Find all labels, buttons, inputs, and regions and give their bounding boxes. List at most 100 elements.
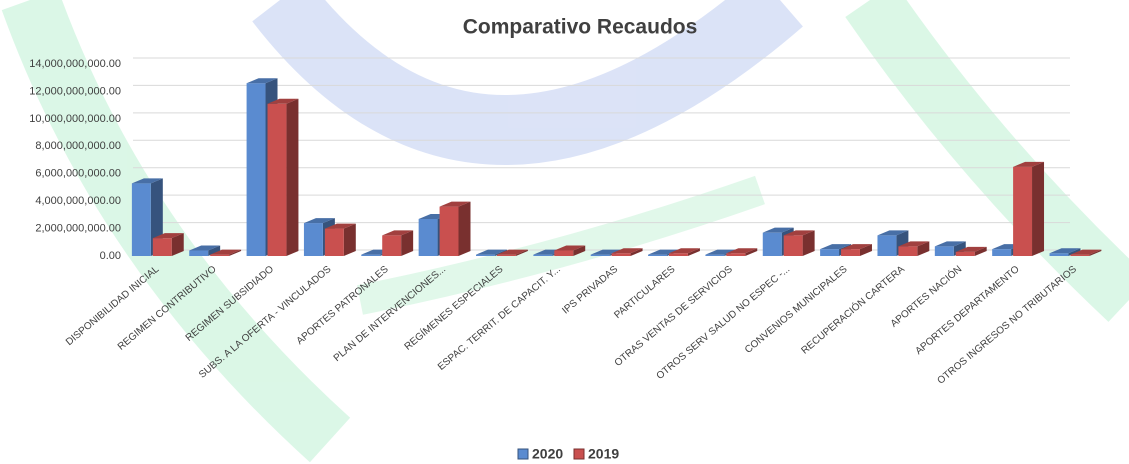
- bar-side: [401, 230, 414, 256]
- bar-front: [476, 254, 495, 256]
- bar-front: [955, 251, 975, 256]
- bar-side: [286, 98, 299, 257]
- bar-top: [726, 248, 758, 254]
- bar-front: [361, 254, 381, 256]
- bar: [726, 248, 758, 256]
- bar: [189, 245, 221, 256]
- bar-top: [554, 245, 586, 251]
- bar-side: [208, 245, 221, 256]
- bar-side: [229, 249, 242, 256]
- bar-top: [1049, 248, 1081, 254]
- bar: [611, 248, 643, 256]
- bar-top: [303, 218, 335, 224]
- bar-front: [611, 253, 631, 256]
- y-tick-label: 8,000,000,000.00: [35, 140, 121, 152]
- bar-front: [762, 232, 782, 256]
- bar-front: [820, 249, 840, 256]
- bar-front: [668, 253, 688, 256]
- chart-title: Comparativo Recaudos: [463, 16, 698, 39]
- bar-side: [859, 244, 872, 256]
- x-tick-label: RECUPERACIÓN CARTERA: [798, 262, 907, 356]
- bar-top: [439, 201, 471, 207]
- bar-front: [152, 238, 172, 256]
- bar-side: [573, 245, 586, 256]
- bar-front: [898, 246, 918, 256]
- bar: [1049, 248, 1081, 256]
- bar: [955, 246, 987, 256]
- bar-side: [458, 201, 471, 256]
- bar-front: [992, 249, 1012, 256]
- bar-top: [267, 98, 299, 104]
- legend-label: 2020: [532, 446, 563, 462]
- bar-front: [1013, 166, 1033, 256]
- bar-front: [418, 218, 438, 256]
- legend-swatch: [517, 448, 529, 460]
- bar-front: [648, 254, 667, 256]
- bar: [382, 230, 414, 256]
- bar-top: [210, 249, 242, 255]
- bar-side: [1032, 161, 1045, 256]
- bar-top: [783, 230, 815, 236]
- bar: [668, 248, 700, 256]
- y-tick-label: 4,000,000,000.00: [35, 195, 121, 207]
- bar-top: [152, 233, 184, 239]
- x-tick-label: CONVENIOS MUNICIPALES: [743, 264, 850, 356]
- bar-top: [131, 178, 163, 184]
- bar: [783, 230, 815, 256]
- bar-top: [1013, 161, 1045, 167]
- bar-front: [439, 206, 459, 256]
- bar-front: [267, 103, 287, 257]
- bar-front: [783, 235, 803, 256]
- legend-label: 2019: [588, 446, 619, 462]
- bar: [554, 245, 586, 256]
- bar-front: [246, 83, 266, 256]
- bar-top: [496, 249, 528, 255]
- bar-top: [382, 230, 414, 236]
- bar-top: [820, 244, 852, 250]
- x-tick-label: OTRAS VENTAS DE SERVICIOS: [613, 264, 735, 369]
- bar-top: [590, 249, 622, 255]
- bar-side: [630, 248, 643, 256]
- y-tick-label: 2,000,000,000.00: [35, 222, 121, 234]
- bar-side: [687, 248, 700, 256]
- bar: [324, 223, 356, 256]
- bar: [1070, 249, 1102, 256]
- bar-front: [934, 246, 954, 256]
- bar-side: [1068, 248, 1081, 256]
- bar-top: [1070, 249, 1102, 255]
- bar: [496, 249, 528, 256]
- bar-front: [1070, 254, 1090, 256]
- bar-side: [171, 233, 184, 256]
- bar-top: [611, 248, 643, 254]
- bar-front: [131, 183, 151, 256]
- bar-top: [762, 227, 794, 233]
- bar-side: [1089, 249, 1102, 256]
- bar: [152, 233, 184, 256]
- bar-top: [189, 245, 221, 251]
- x-tick-label: PARTICULARES: [612, 264, 677, 321]
- bar: [210, 249, 242, 256]
- bar-side: [745, 248, 758, 256]
- bar-top: [934, 241, 966, 247]
- bar-top: [877, 230, 909, 236]
- bar-front: [554, 250, 574, 256]
- bar-top: [705, 249, 737, 255]
- bar-front: [210, 254, 230, 256]
- y-tick-label: 14,000,000,000.00: [29, 58, 121, 70]
- bar-front: [726, 253, 746, 256]
- x-tick-label: DISPONIBILIDAD INICIAL: [64, 264, 162, 348]
- y-tick-label: 12,000,000,000.00: [29, 85, 121, 97]
- bar-front: [303, 223, 323, 256]
- bar-top: [668, 248, 700, 254]
- bar: [267, 98, 299, 257]
- bar: [1013, 161, 1045, 256]
- bar-front: [1049, 253, 1069, 256]
- bar-front: [189, 250, 209, 256]
- y-tick-label: 6,000,000,000.00: [35, 168, 121, 180]
- bar-top: [324, 223, 356, 229]
- bar: [841, 244, 872, 256]
- bar-top: [955, 246, 987, 252]
- y-tick-label: 0.00: [100, 250, 121, 262]
- bar-front: [590, 254, 610, 256]
